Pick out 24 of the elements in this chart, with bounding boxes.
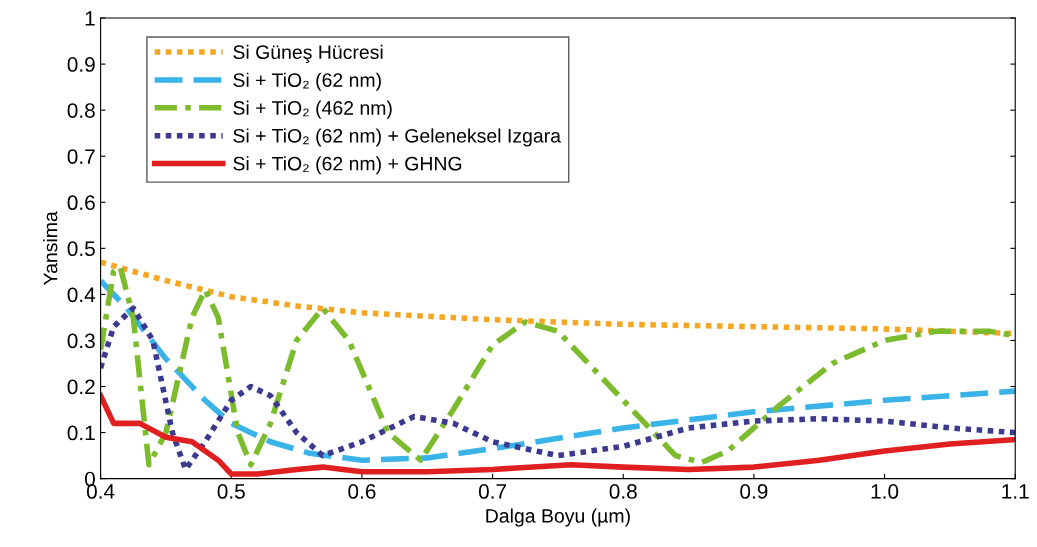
y-tick-label: 0.1 <box>67 425 95 441</box>
x-tick-label: 0.7 <box>478 484 507 499</box>
y-tick-label: 0.7 <box>67 149 95 164</box>
legend-label: Si + TiO₂ (462 nm) <box>233 100 392 119</box>
y-tick-label: 1 <box>85 11 95 26</box>
y-axis-title: Yansima <box>43 211 58 286</box>
y-tick-label: 0.5 <box>67 241 95 257</box>
y-tick-label: 0.3 <box>67 333 95 349</box>
y-tick-label: 0.6 <box>67 195 95 211</box>
y-tick-label: 0.9 <box>67 57 95 72</box>
y-tick-label: 0.2 <box>67 379 95 395</box>
x-tick-label: 0.6 <box>348 484 376 499</box>
legend-label: Si + TiO₂ (62 nm) <box>233 72 381 91</box>
x-tick-label: 0.9 <box>740 484 768 499</box>
y-tick-label: 0.8 <box>67 103 95 118</box>
legend-label: Si + TiO₂ (62 nm) + Geleneksel Izgara <box>233 128 561 147</box>
x-tick-label: 0.8 <box>609 484 637 499</box>
x-axis-title: Dalga Boyu (µm) <box>486 508 630 527</box>
x-tick-label: 1.0 <box>871 484 899 499</box>
x-tick-label: 1.1 <box>1002 484 1029 499</box>
y-tick-label: 0.4 <box>67 287 96 303</box>
legend-label: Si + TiO₂ (62 nm) + GHNG <box>233 156 462 175</box>
legend-label: Si Güneş Hücresi <box>233 44 383 63</box>
x-tick-label: 0.5 <box>217 484 245 499</box>
